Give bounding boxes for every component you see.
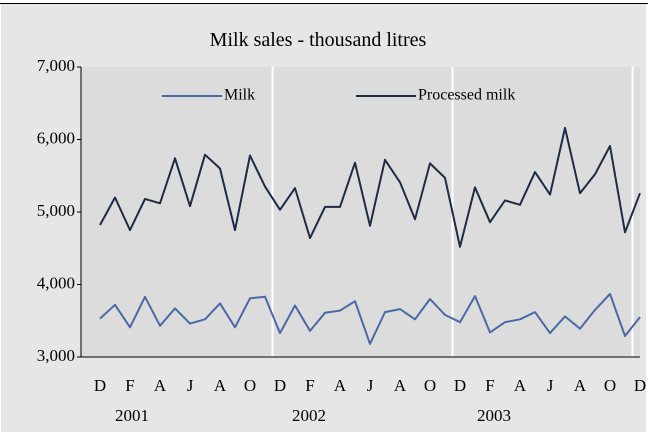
x-tick-label: O: [244, 376, 256, 395]
x-tick-label: A: [154, 376, 167, 395]
year-labels: 2001 2002 2003: [115, 406, 511, 425]
y-tick-label: 7,000: [37, 56, 75, 75]
x-tick-label: A: [574, 376, 587, 395]
chart-title: Milk sales - thousand litres: [210, 29, 427, 51]
x-tick-label: F: [125, 376, 134, 395]
y-tick-label: 5,000: [37, 201, 75, 220]
x-tick-label: J: [547, 376, 554, 395]
y-tick-label: 6,000: [37, 128, 75, 147]
x-tick-label: A: [514, 376, 527, 395]
series-layer: [99, 126, 641, 345]
x-tick-label: A: [214, 376, 227, 395]
x-tick-label: F: [305, 376, 314, 395]
plot-area: [81, 67, 640, 357]
x-tick-label: A: [394, 376, 407, 395]
x-tick-label: D: [274, 376, 286, 395]
x-tick-label: O: [424, 376, 436, 395]
legend: Milk Processed milk: [162, 87, 515, 104]
x-tick-label: O: [604, 376, 616, 395]
x-tick-label: A: [334, 376, 347, 395]
x-tick-label: F: [485, 376, 494, 395]
x-tick-label: D: [634, 376, 646, 395]
x-tick-label: J: [367, 376, 374, 395]
legend-label-processed-milk: Processed milk: [418, 87, 515, 104]
legend-label-milk: Milk: [224, 87, 255, 104]
y-tick-label: 4,000: [37, 273, 75, 292]
year-label: 2003: [477, 406, 511, 425]
series-line-processed-milk: [99, 126, 641, 248]
year-label: 2002: [292, 406, 326, 425]
year-label: 2001: [115, 406, 149, 425]
x-tick-label: J: [187, 376, 194, 395]
x-tick-label: D: [454, 376, 466, 395]
x-tick-label: D: [94, 376, 106, 395]
y-tick-label: 3,000: [37, 346, 75, 365]
series-line-milk: [99, 292, 641, 345]
y-axis-ticks: 3,000 4,000 5,000 6,000 7,000: [37, 56, 81, 365]
